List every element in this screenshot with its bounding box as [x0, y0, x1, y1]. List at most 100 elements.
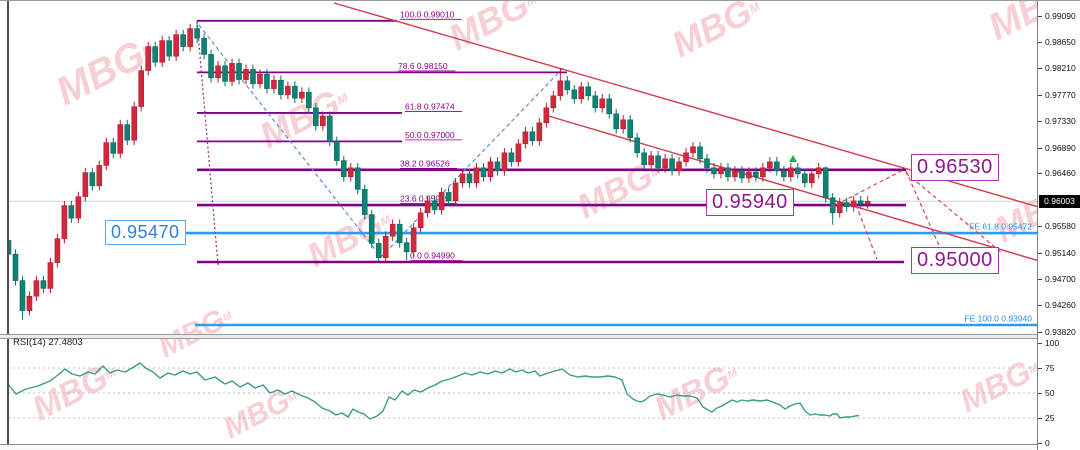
candle-body	[466, 173, 473, 184]
fib-level-label: 50.0 0.97000	[405, 130, 455, 140]
fib-anchor-line[interactable]	[196, 20, 219, 266]
candle-body	[257, 73, 263, 85]
candle-body	[368, 214, 375, 244]
fe-level-label: FE 100.0 0.93940	[964, 314, 1032, 324]
price-tick-label: 0.93820	[1045, 326, 1076, 337]
candle-body	[690, 146, 696, 154]
price-tick-label: 0.97330	[1045, 116, 1076, 127]
candle-body	[354, 167, 361, 190]
price-tick-label: 0.98650	[1045, 36, 1076, 47]
rsi-line	[7, 362, 860, 420]
rsi-tick-label: 0	[1045, 437, 1050, 448]
candle-body	[529, 131, 536, 142]
candle-body	[459, 173, 466, 184]
candle-body	[543, 107, 550, 124]
price-target-label-96530[interactable]: 0.96530	[911, 154, 999, 181]
candle-body	[347, 167, 354, 178]
candle-body	[739, 170, 745, 179]
price-tick-label: 0.97770	[1045, 89, 1076, 100]
channel-trendline[interactable]	[333, 2, 1080, 220]
candle-body	[410, 227, 417, 253]
projection-dashed-line[interactable]	[905, 170, 946, 260]
projection-dashed-line[interactable]	[855, 204, 878, 260]
fe-level-label: FE 61.8 0.95472	[969, 222, 1032, 232]
candle-body	[243, 69, 249, 80]
price-target-label-95000[interactable]: 0.95000	[911, 247, 999, 274]
candle-body	[808, 173, 815, 184]
time-axis-strip	[0, 444, 1037, 450]
candle-body	[473, 167, 480, 184]
candle-body	[641, 152, 647, 166]
candle-body	[501, 152, 508, 172]
candle-body	[746, 171, 752, 179]
axis-tick	[1038, 392, 1042, 394]
price-tick-label: 0.94260	[1045, 300, 1076, 311]
candle-body	[857, 200, 864, 205]
candle-body	[760, 167, 766, 178]
axis-tick	[1038, 173, 1042, 175]
candle-body	[299, 91, 305, 99]
candle-body	[697, 146, 703, 160]
candle-body	[396, 223, 403, 244]
mbg-watermark: MBGM	[954, 349, 1046, 420]
axis-tick	[1038, 367, 1042, 369]
axis-tick	[1038, 252, 1042, 254]
rsi-tick-label: 75	[1045, 362, 1055, 373]
candle-body	[187, 28, 193, 47]
candle-body	[96, 165, 103, 187]
fib-level-label: 78.6 0.98150	[398, 61, 448, 71]
candle-body	[676, 161, 682, 172]
candle-body	[166, 40, 172, 57]
mbg-watermark: MBGM	[648, 354, 745, 428]
candle-body	[222, 65, 228, 82]
candle-body	[836, 202, 843, 214]
candle-body	[613, 113, 619, 130]
candle-body	[194, 28, 200, 39]
price-axis[interactable]: 0.99090 0.98650 0.98210 0.97770 0.97330 0.968…	[1037, 1, 1080, 450]
price-level-label-95470[interactable]: 0.95470	[105, 220, 186, 245]
price-level-label-95940[interactable]: 0.95940	[706, 189, 794, 216]
candle-body	[599, 98, 606, 109]
candle-body	[795, 167, 801, 175]
candle-body	[417, 212, 424, 229]
fib-level-label: 0.0 0.94990	[410, 251, 455, 261]
candle-body	[711, 167, 717, 175]
candle-body	[431, 200, 438, 211]
candle-body	[550, 95, 557, 109]
sell-dot-marker	[850, 200, 856, 206]
candle-body	[788, 167, 794, 178]
rsi-tick-label: 100	[1045, 337, 1060, 348]
candle-body	[536, 122, 543, 142]
candle-body	[452, 182, 459, 202]
candle-body	[208, 54, 214, 79]
candle-body	[592, 95, 599, 109]
mbg-watermark: MBGM	[153, 299, 238, 364]
candle-body	[753, 171, 759, 178]
candle-body	[662, 158, 668, 169]
fib-level-label: 100.0 0.99010	[400, 9, 455, 19]
current-price-tag: 0.96003	[1039, 194, 1080, 208]
candle-body	[669, 158, 675, 172]
candle-body	[732, 170, 738, 178]
candle-body	[12, 253, 19, 281]
candle-body	[47, 262, 54, 289]
price-tick-label: 0.98210	[1045, 63, 1076, 74]
candle-body	[403, 242, 410, 253]
candle-body	[718, 167, 724, 175]
candle-body	[557, 80, 564, 97]
candle-body	[424, 200, 431, 214]
candle-body	[236, 63, 242, 80]
axis-tick	[1038, 278, 1042, 280]
channel-trendline[interactable]	[544, 114, 1080, 274]
candle-body	[445, 192, 452, 202]
candle-body	[145, 46, 151, 71]
candle-body	[333, 141, 340, 161]
candle-body	[54, 238, 61, 263]
candle-body	[494, 161, 501, 172]
panel-separator[interactable]	[0, 334, 1037, 339]
candle-body	[306, 91, 312, 109]
candle-body	[864, 200, 871, 205]
axis-tick	[1038, 305, 1042, 307]
